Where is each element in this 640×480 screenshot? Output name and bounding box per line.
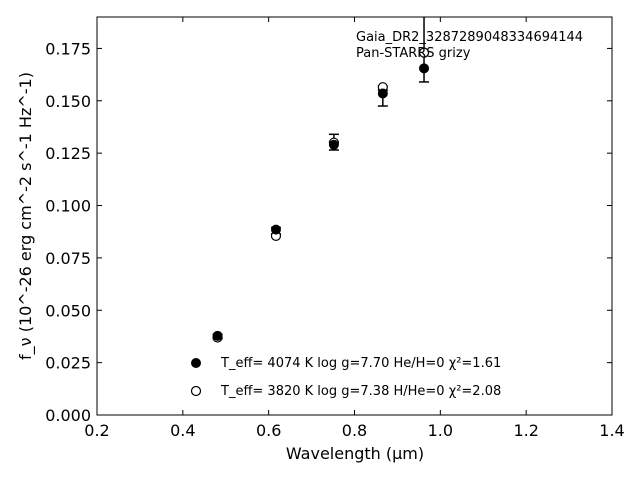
data-points (212, 47, 430, 343)
y-tick-label: 0.075 (45, 249, 91, 268)
y-tick-label: 0.150 (45, 92, 91, 111)
y-tick-label: 0.050 (45, 301, 91, 320)
x-tick-label: 0.6 (256, 421, 281, 440)
x-tick-label: 0.4 (170, 421, 195, 440)
legend-marker-filled (191, 358, 201, 368)
y-tick-label: 0.000 (45, 406, 91, 425)
model-point-filled (270, 224, 281, 235)
model-point-filled (212, 330, 223, 341)
x-tick-label: 0.2 (84, 421, 109, 440)
y-axis-label: f_ν (10^-26 erg cm^-2 s^-1 Hz^-1) (16, 72, 36, 360)
legend: T_eff= 4074 K log g=7.70 He/H=0 χ²=1.61 … (190, 356, 501, 399)
y-tick-label: 0.100 (45, 197, 91, 216)
model-point-filled (377, 88, 388, 99)
model-point-filled (419, 63, 430, 74)
legend-entry-filled: T_eff= 4074 K log g=7.70 He/H=0 χ²=1.61 (220, 356, 501, 371)
x-axis-label: Wavelength (μm) (286, 444, 424, 463)
legend-marker-open (190, 385, 202, 397)
y-tick-label: 0.175 (45, 39, 91, 58)
legend-entry-open: T_eff= 3820 K log g=7.38 H/He=0 χ²=2.08 (220, 384, 501, 399)
error-bars (212, 17, 430, 340)
model-point-filled (328, 139, 339, 150)
annotation-survey: Pan-STARRS grizy (356, 46, 471, 61)
axis-ticks: 0.2 0.4 0.6 0.8 1.0 1.2 1.4 0.000 0.025 0.050 0.07… (45, 17, 625, 440)
y-tick-label: 0.125 (45, 144, 91, 163)
annotation-source: Gaia_DR2_3287289048334694144 (356, 30, 583, 45)
model-point-open (418, 47, 430, 58)
x-tick-label: 1.2 (513, 421, 538, 440)
x-tick-label: 1.0 (428, 421, 453, 440)
x-tick-label: 1.4 (599, 421, 624, 440)
y-tick-label: 0.025 (45, 354, 91, 373)
x-tick-label: 0.8 (342, 421, 367, 440)
